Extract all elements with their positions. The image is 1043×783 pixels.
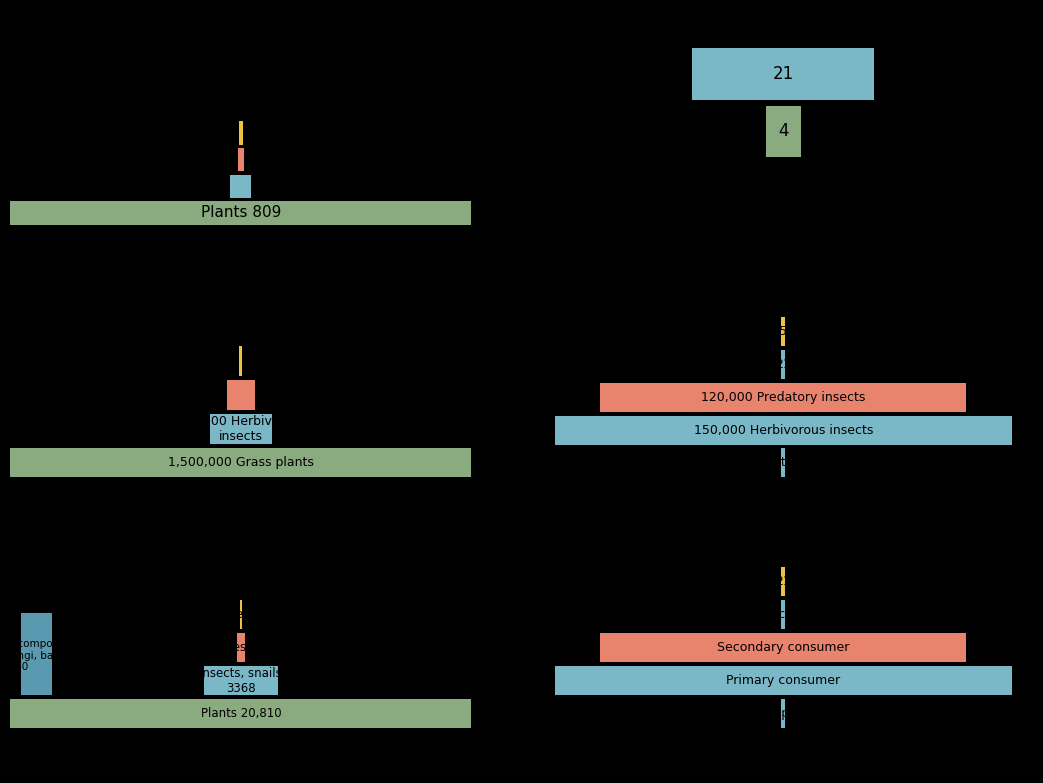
Text: A. Biomass (dry mass, g/m²): A. Biomass (dry mass, g/m²) [5, 239, 246, 254]
Bar [10, 201, 471, 225]
Text: Plants 809: Plants 809 [200, 205, 281, 220]
Text: Tertiary consumer: Tertiary consumer [727, 608, 840, 621]
Bar [240, 601, 242, 630]
Bar [203, 666, 278, 695]
Text: 1,500,000 Grass plants: 1,500,000 Grass plants [168, 456, 314, 469]
Bar [555, 416, 1012, 445]
Bar [693, 49, 874, 99]
Text: Primary consumer: Primary consumer [726, 674, 841, 687]
Bar [238, 148, 244, 171]
Bar [781, 601, 785, 630]
Text: 21: 21 [775, 576, 792, 588]
Text: Secondary consumer: Secondary consumer [718, 641, 849, 654]
Text: 5: 5 [779, 325, 787, 337]
Text: Primary producer: Primary producer [729, 707, 838, 720]
Text: 120,000 Predatory insects: 120,000 Predatory insects [701, 391, 866, 403]
Text: 4: 4 [778, 122, 789, 140]
Bar [239, 121, 243, 145]
Bar [781, 350, 785, 379]
Bar [781, 699, 785, 728]
Bar [239, 346, 242, 376]
Text: Plants 20,810: Plants 20,810 [200, 707, 282, 720]
Bar [237, 633, 245, 662]
Bar [227, 380, 254, 410]
Bar [601, 633, 966, 662]
Bar [555, 666, 1012, 695]
Bar [781, 316, 785, 346]
Bar [766, 106, 801, 157]
Text: B. Number of individuals per 0.1 hectare: B. Number of individuals per 0.1 hectare [5, 490, 354, 506]
Bar [781, 449, 785, 478]
Text: Fishes 21: Fishes 21 [214, 608, 268, 621]
Text: 200,000 Herbivorous
insects: 200,000 Herbivorous insects [175, 414, 307, 442]
Text: Decomposers
(fungi, bacteria)
5060: Decomposers (fungi, bacteria) 5060 [3, 639, 87, 672]
Bar [231, 175, 251, 198]
Bar [781, 567, 785, 597]
Text: 200 trees: 200 trees [753, 456, 814, 470]
Text: 150,000 Herbivorous insects: 150,000 Herbivorous insects [694, 424, 873, 437]
Text: Insects, snails
3368: Insects, snails 3368 [199, 666, 283, 695]
Bar [10, 699, 471, 728]
Bar [21, 613, 52, 695]
Text: 21: 21 [773, 65, 794, 83]
Text: Fishes 383: Fishes 383 [210, 641, 272, 654]
Bar [10, 448, 471, 478]
Text: C. Energy (kcal/m²/yr): C. Energy (kcal/m²/yr) [5, 741, 192, 756]
Bar [601, 383, 966, 412]
Text: C. Energy (kcal/m²/yr): C. Energy (kcal/m²/yr) [8, 514, 229, 532]
Text: A. Biomass (dry mass, g/m²): A. Biomass (dry mass, g/m²) [8, 6, 293, 23]
Text: 21: 21 [775, 358, 792, 370]
Bar [210, 413, 271, 443]
Text: B. Number of individuals per 0.1 hectare: B. Number of individuals per 0.1 hectare [8, 263, 420, 281]
